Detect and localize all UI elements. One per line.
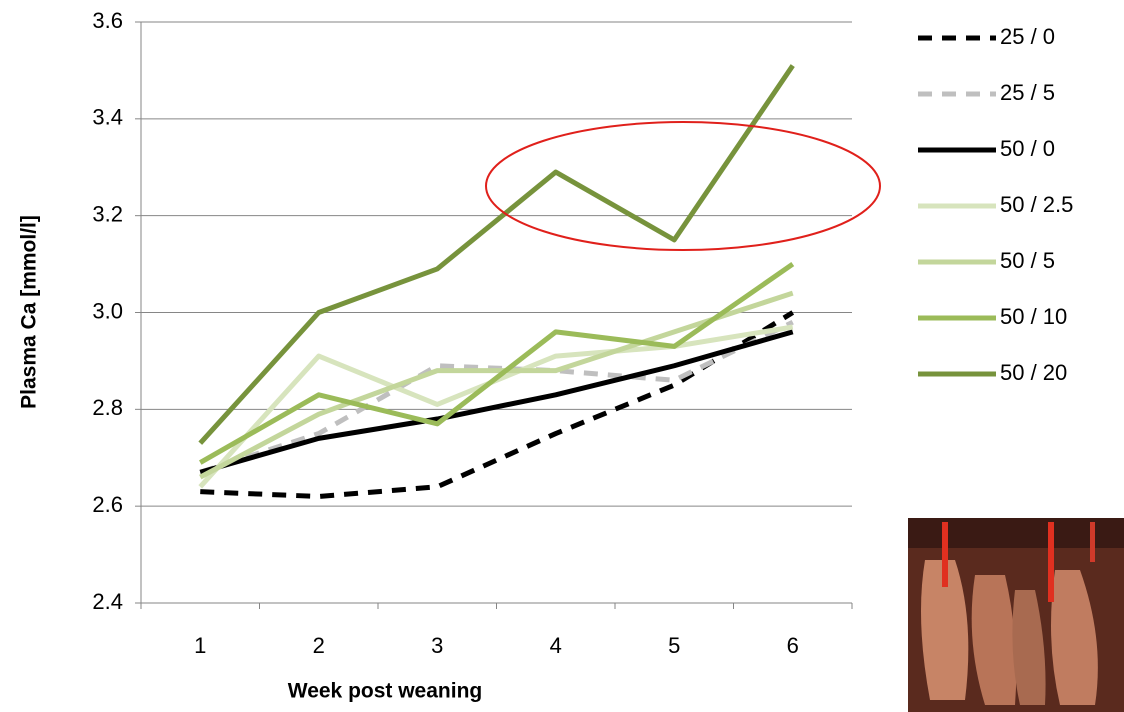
- photo: [908, 518, 1124, 712]
- y-tick-label: 2.4: [92, 589, 123, 614]
- x-axis-title: Week post weaning: [288, 680, 483, 703]
- legend-label: 50 / 10: [1000, 304, 1067, 329]
- x-tick-label: 3: [431, 633, 443, 658]
- y-tick-label: 3.4: [92, 105, 123, 130]
- x-tick-label: 5: [668, 633, 680, 658]
- legend-label: 25 / 5: [1000, 80, 1055, 105]
- chart: Week post weaning Plasma Ca [mmol/l] 2.4…: [0, 0, 1124, 712]
- y-tick-label: 3.2: [92, 201, 123, 226]
- legend-label: 25 / 0: [1000, 24, 1055, 49]
- line: [200, 332, 793, 472]
- y-axis-title: Plasma Ca [mmol/l]: [18, 215, 41, 409]
- y-tick-label: 2.8: [92, 395, 123, 420]
- y-tick-label: 3.6: [92, 8, 123, 33]
- legend-label: 50 / 20: [1000, 360, 1067, 385]
- y-tick-label: 2.6: [92, 492, 123, 517]
- y-tick-label: 3.0: [92, 298, 123, 323]
- legend-label: 50 / 5: [1000, 248, 1055, 273]
- x-tick-label: 2: [313, 633, 325, 658]
- x-tick-label: 6: [787, 633, 799, 658]
- legend-label: 50 / 0: [1000, 136, 1055, 161]
- x-tick-label: 1: [194, 633, 206, 658]
- legend-label: 50 / 2.5: [1000, 192, 1073, 217]
- x-tick-label: 4: [550, 633, 562, 658]
